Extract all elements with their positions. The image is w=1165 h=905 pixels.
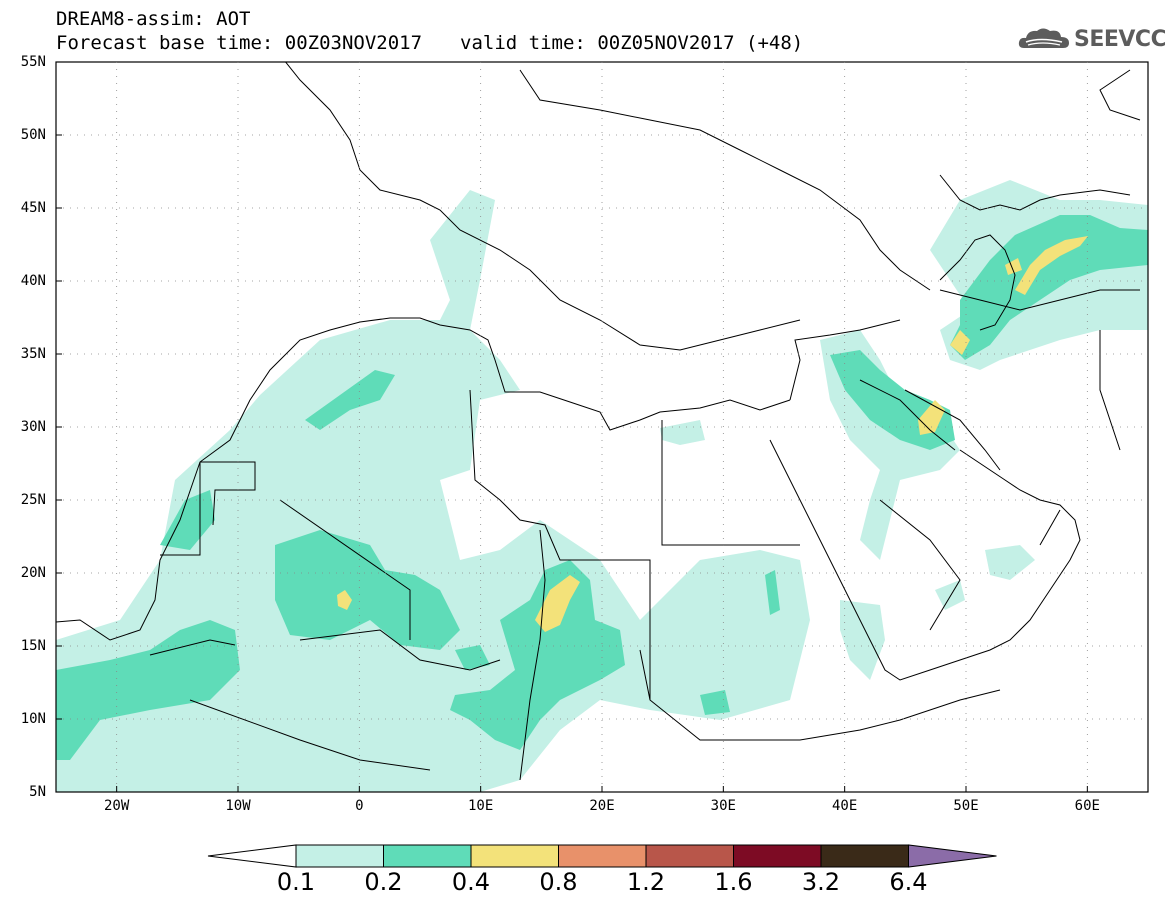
cloud-logo-icon <box>1018 28 1069 48</box>
lon-label-30e: 30E <box>710 798 736 814</box>
axis-ticks <box>56 61 1088 793</box>
colorbar-under-arrow <box>207 844 297 868</box>
colorbar-label: 3.2 <box>801 868 841 896</box>
boundaries <box>56 62 1141 792</box>
colorbar-label: 1.6 <box>714 868 753 896</box>
lon-label-10w: 10W <box>225 798 251 814</box>
lon-label-40e: 40E <box>832 798 858 814</box>
logo-text: SEEVCCC <box>1074 26 1165 52</box>
lon-label-20w: 20W <box>104 798 130 814</box>
base-time: Forecast base time: 00Z03NOV2017 <box>56 32 423 54</box>
lon-label-0: 0 <box>355 798 364 814</box>
colorbar-label: 0.8 <box>539 868 578 896</box>
graticule <box>56 62 1148 792</box>
colorbar-segment <box>295 844 384 868</box>
lat-label-50n: 50N <box>20 127 46 143</box>
colorbar-segment <box>470 844 559 868</box>
colorbar-label: 0.1 <box>276 868 316 896</box>
aot-field <box>56 62 1148 792</box>
lat-label-25n: 25N <box>20 492 46 508</box>
colorbar-label: 0.2 <box>364 868 403 896</box>
seevccc-logo: SEEVCCC <box>1016 24 1165 54</box>
aot-high-areas <box>337 236 1088 632</box>
valid-time: valid time: 00Z05NOV2017 (+48) <box>460 32 804 54</box>
colorbar-segment <box>558 844 647 868</box>
aot-medium-areas <box>56 215 1148 760</box>
lat-label-40n: 40N <box>20 273 46 289</box>
lat-label-20n: 20N <box>20 565 46 581</box>
lat-label-5n: 5N <box>29 784 46 800</box>
forecast-times: Forecast base time: 00Z03NOV2017 valid ti… <box>56 33 803 53</box>
colorbar-over-arrow <box>908 844 997 868</box>
lon-label-10e: 10E <box>468 798 494 814</box>
lat-label-30n: 30N <box>20 419 46 435</box>
lat-label-10n: 10N <box>20 711 46 727</box>
lon-label-20e: 20E <box>589 798 615 814</box>
lon-label-60e: 60E <box>1074 798 1100 814</box>
lat-label-15n: 15N <box>20 638 46 654</box>
colorbar-label: 6.4 <box>889 868 928 896</box>
colorbar-segment <box>645 844 734 868</box>
map-title: DREAM8-assim: AOT <box>56 8 251 30</box>
colorbar-segment <box>383 844 472 868</box>
lat-label-55n: 55N <box>20 54 46 70</box>
colorbar-segment <box>733 844 822 868</box>
colorbar-segment <box>820 844 909 868</box>
lat-label-45n: 45N <box>20 200 46 216</box>
colorbar-label: 0.4 <box>451 868 491 896</box>
colorbar <box>207 844 997 868</box>
lat-label-35n: 35N <box>20 346 46 362</box>
lon-label-50e: 50E <box>953 798 979 814</box>
colorbar-label: 1.2 <box>626 868 666 896</box>
